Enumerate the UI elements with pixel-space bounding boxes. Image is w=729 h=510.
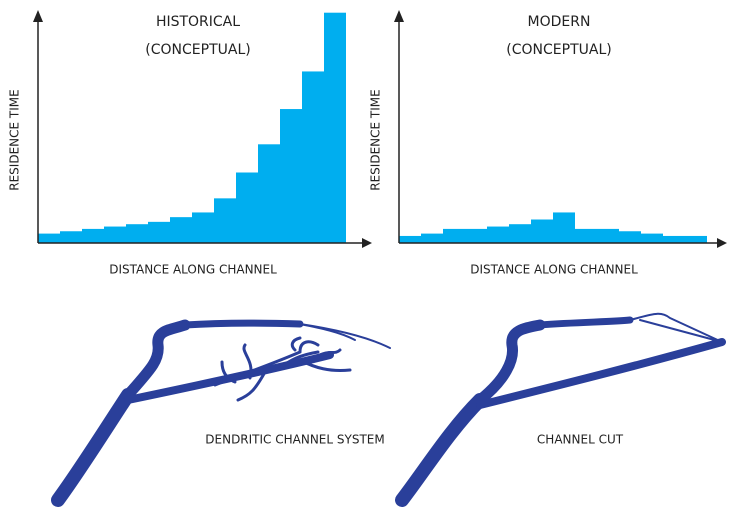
bar (170, 217, 192, 243)
y-axis-label: RESIDENCE TIME (8, 89, 22, 190)
x-axis-label: DISTANCE ALONG CHANNEL (470, 263, 638, 277)
bar (214, 198, 236, 243)
bar (236, 172, 258, 243)
x-axis-label: DISTANCE ALONG CHANNEL (109, 263, 277, 277)
bar (421, 233, 443, 243)
y-axis-arrow (33, 10, 43, 22)
bar (509, 224, 531, 243)
bar (531, 219, 553, 243)
bar (663, 235, 685, 243)
diagram-label: DENDRITIC CHANNEL SYSTEM (205, 433, 384, 447)
bar (324, 12, 346, 244)
bar (619, 231, 641, 243)
bar (104, 226, 126, 243)
x-axis-arrow (717, 238, 727, 248)
channel-cut-diagram (395, 312, 726, 507)
x-axis-arrow (362, 238, 372, 248)
bar (280, 109, 302, 243)
bar (126, 224, 148, 243)
y-axis-arrow (394, 10, 404, 22)
bar (148, 221, 170, 243)
chart-title: MODERN (528, 14, 591, 30)
bar (597, 228, 619, 243)
chart-subtitle: (CONCEPTUAL) (145, 42, 250, 58)
bar (82, 228, 104, 243)
dendritic-diagram (51, 319, 391, 507)
chart-subtitle: (CONCEPTUAL) (506, 42, 611, 58)
bar (553, 212, 575, 243)
bar (302, 71, 324, 243)
bar (641, 233, 663, 243)
bar (487, 226, 509, 243)
bar (192, 212, 214, 243)
bar (60, 231, 82, 243)
bar (575, 228, 597, 243)
chart-title: HISTORICAL (156, 14, 240, 30)
diagram-label: CHANNEL CUT (537, 433, 624, 447)
bar (443, 228, 465, 243)
bar (38, 233, 60, 243)
y-axis-label: RESIDENCE TIME (369, 89, 383, 190)
bar (258, 144, 280, 243)
bar (399, 235, 421, 243)
bar (465, 228, 487, 243)
bar (685, 235, 707, 243)
